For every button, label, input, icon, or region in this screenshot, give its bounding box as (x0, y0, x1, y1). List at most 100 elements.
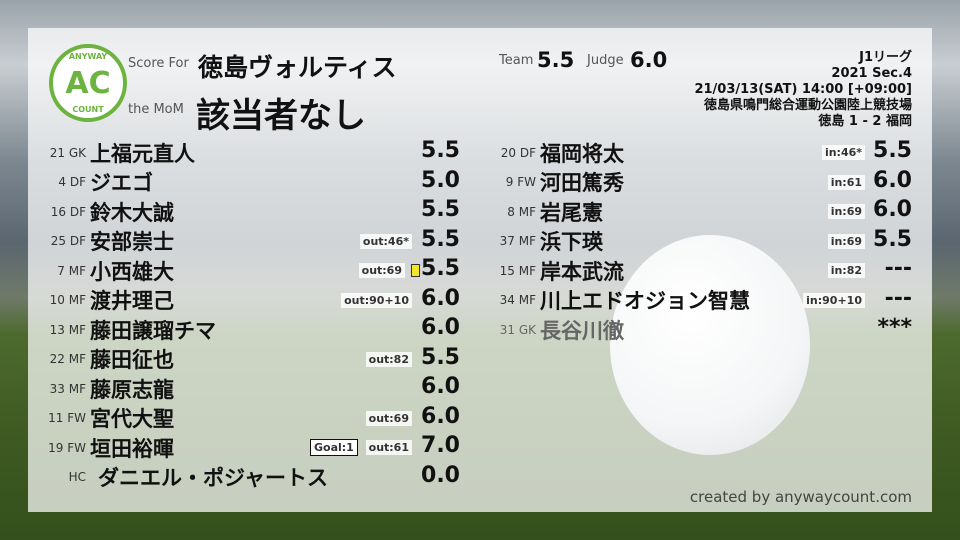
player-number-position: 15 MF (499, 263, 536, 278)
substitution-tag: in:69 (827, 204, 865, 219)
player-name: 渡井理己 (90, 289, 174, 313)
player-score: 5.5 (873, 226, 912, 252)
goal-badge: Goal:1 (310, 439, 358, 456)
player-row: 7 MF 小西雄大 (40, 256, 174, 285)
mom-value: 該当者なし (196, 96, 366, 136)
player-score: *** (877, 315, 912, 340)
player-score: --- (884, 256, 912, 281)
player-number-position: 19 FW (48, 440, 86, 455)
player-score: --- (884, 285, 912, 311)
player-score: 5.5 (873, 138, 912, 163)
score-for-label: Score For (128, 56, 189, 71)
logo-center: AC (65, 65, 111, 101)
substitution-tag: in:46* (821, 145, 865, 160)
player-score: 6.0 (421, 374, 460, 399)
player-score: 7.0 (421, 433, 460, 458)
logo-top: ANYWAY (68, 52, 108, 61)
player-score: 5.5 (421, 256, 460, 281)
player-number-position: 8 MF (507, 204, 536, 219)
yellow-card-icon (411, 264, 420, 277)
match-datetime: 21/03/13(SAT) 14:00 [+09:00] (694, 82, 912, 97)
player-score: 6.0 (873, 197, 912, 222)
substitution-tag: in:69 (827, 233, 865, 249)
player-row: 16 DF 鈴木大誠 (40, 197, 174, 226)
player-name: 藤原志龍 (90, 377, 174, 402)
player-number-position: 34 MF (499, 293, 536, 307)
substitution-tag: in:61 (827, 174, 865, 190)
player-score: 0.0 (421, 462, 460, 488)
player-number-position: 20 DF (500, 145, 536, 160)
player-row: 9 FW 河田篤秀 (490, 168, 624, 197)
player-name: 藤田征也 (90, 348, 174, 372)
player-name: 福岡将太 (540, 141, 624, 166)
player-row: 10 MF 渡井理己 (40, 286, 174, 315)
player-number-position: 7 MF (57, 263, 86, 278)
player-row: 22 MF 藤田征也 (40, 345, 174, 374)
venue: 徳島県鳴門総合運動公園陸上競技場 (703, 98, 912, 113)
player-name: 上福元直人 (90, 141, 195, 166)
player-name: ダニエル・ポジャートス (98, 466, 328, 490)
player-score: 5.5 (421, 226, 460, 252)
player-row: 31 GK 長谷川徹 (490, 315, 624, 344)
player-number-position: HC (68, 470, 86, 484)
player-name: 安部崇士 (90, 230, 174, 254)
player-row: 8 MF 岩尾憲 (490, 197, 603, 226)
player-name: 浜下瑛 (540, 230, 603, 254)
player-score: 6.0 (421, 285, 460, 311)
player-row: 34 MF 川上エドオジョン智慧 (490, 286, 750, 315)
player-row: 11 FW 宮代大聖 (40, 404, 174, 433)
player-name: 垣田裕暉 (90, 436, 174, 461)
player-name: 宮代大聖 (90, 407, 174, 431)
player-number-position: 16 DF (50, 204, 86, 219)
player-number-position: 25 DF (50, 234, 86, 248)
score-panel (28, 28, 932, 512)
league: J1リーグ (859, 50, 912, 65)
player-score: 6.0 (873, 167, 912, 193)
player-number-position: 33 MF (49, 381, 86, 396)
player-number-position: 9 FW (505, 175, 536, 189)
team-label: Team (499, 53, 534, 68)
player-score: 5.5 (421, 344, 460, 370)
player-number-position: 4 DF (58, 175, 86, 189)
substitution-tag: out:69 (365, 410, 412, 426)
player-number-position: 31 GK (499, 322, 536, 337)
substitution-tag: out:82 (365, 351, 412, 367)
anywaycount-logo: ANYWAY AC COUNT (49, 44, 127, 122)
substitution-tag: out:46* (359, 233, 412, 249)
logo-bottom: COUNT (72, 105, 104, 114)
mom-label: the MoM (128, 102, 184, 117)
substitution-tag: in:90+10 (803, 292, 865, 308)
player-number-position: 21 GK (49, 145, 86, 160)
player-name: 岩尾憲 (540, 200, 603, 225)
substitution-tag: out:61 (365, 440, 412, 455)
player-score: 6.0 (421, 315, 460, 340)
judge-label: Judge (587, 53, 624, 68)
judge-score: 6.0 (630, 48, 668, 72)
player-name: 小西雄大 (90, 259, 174, 284)
match-result: 徳島 1 - 2 福岡 (818, 114, 912, 129)
substitution-tag: out:69 (358, 263, 405, 278)
player-row: 21 GK 上福元直人 (40, 138, 195, 167)
player-score: 5.5 (421, 197, 460, 222)
player-number-position: 10 MF (49, 293, 86, 307)
player-number-position: 13 MF (49, 322, 86, 337)
player-row: 15 MF 岸本武流 (490, 256, 624, 285)
player-row: 25 DF 安部崇士 (40, 227, 174, 256)
player-row: 4 DF ジエゴ (40, 168, 153, 197)
substitution-tag: in:82 (827, 263, 865, 278)
player-row: 13 MF 藤田譲瑠チマ (40, 315, 216, 344)
player-score: 5.0 (421, 167, 460, 193)
player-name: ジエゴ (90, 171, 153, 195)
player-score: 5.5 (421, 138, 460, 163)
player-name: 岸本武流 (540, 259, 624, 284)
player-row: HC ダニエル・ポジャートス (40, 463, 328, 492)
player-name: 藤田譲瑠チマ (90, 318, 216, 343)
player-number-position: 11 FW (48, 411, 86, 425)
team-score: 5.5 (537, 48, 575, 72)
player-name: 鈴木大誠 (90, 200, 174, 225)
substitution-tag: out:90+10 (341, 292, 412, 308)
player-name: 河田篤秀 (540, 171, 624, 195)
credit: created by anywaycount.com (689, 488, 912, 506)
season: 2021 Sec.4 (831, 66, 912, 81)
player-name: 長谷川徹 (540, 318, 624, 343)
